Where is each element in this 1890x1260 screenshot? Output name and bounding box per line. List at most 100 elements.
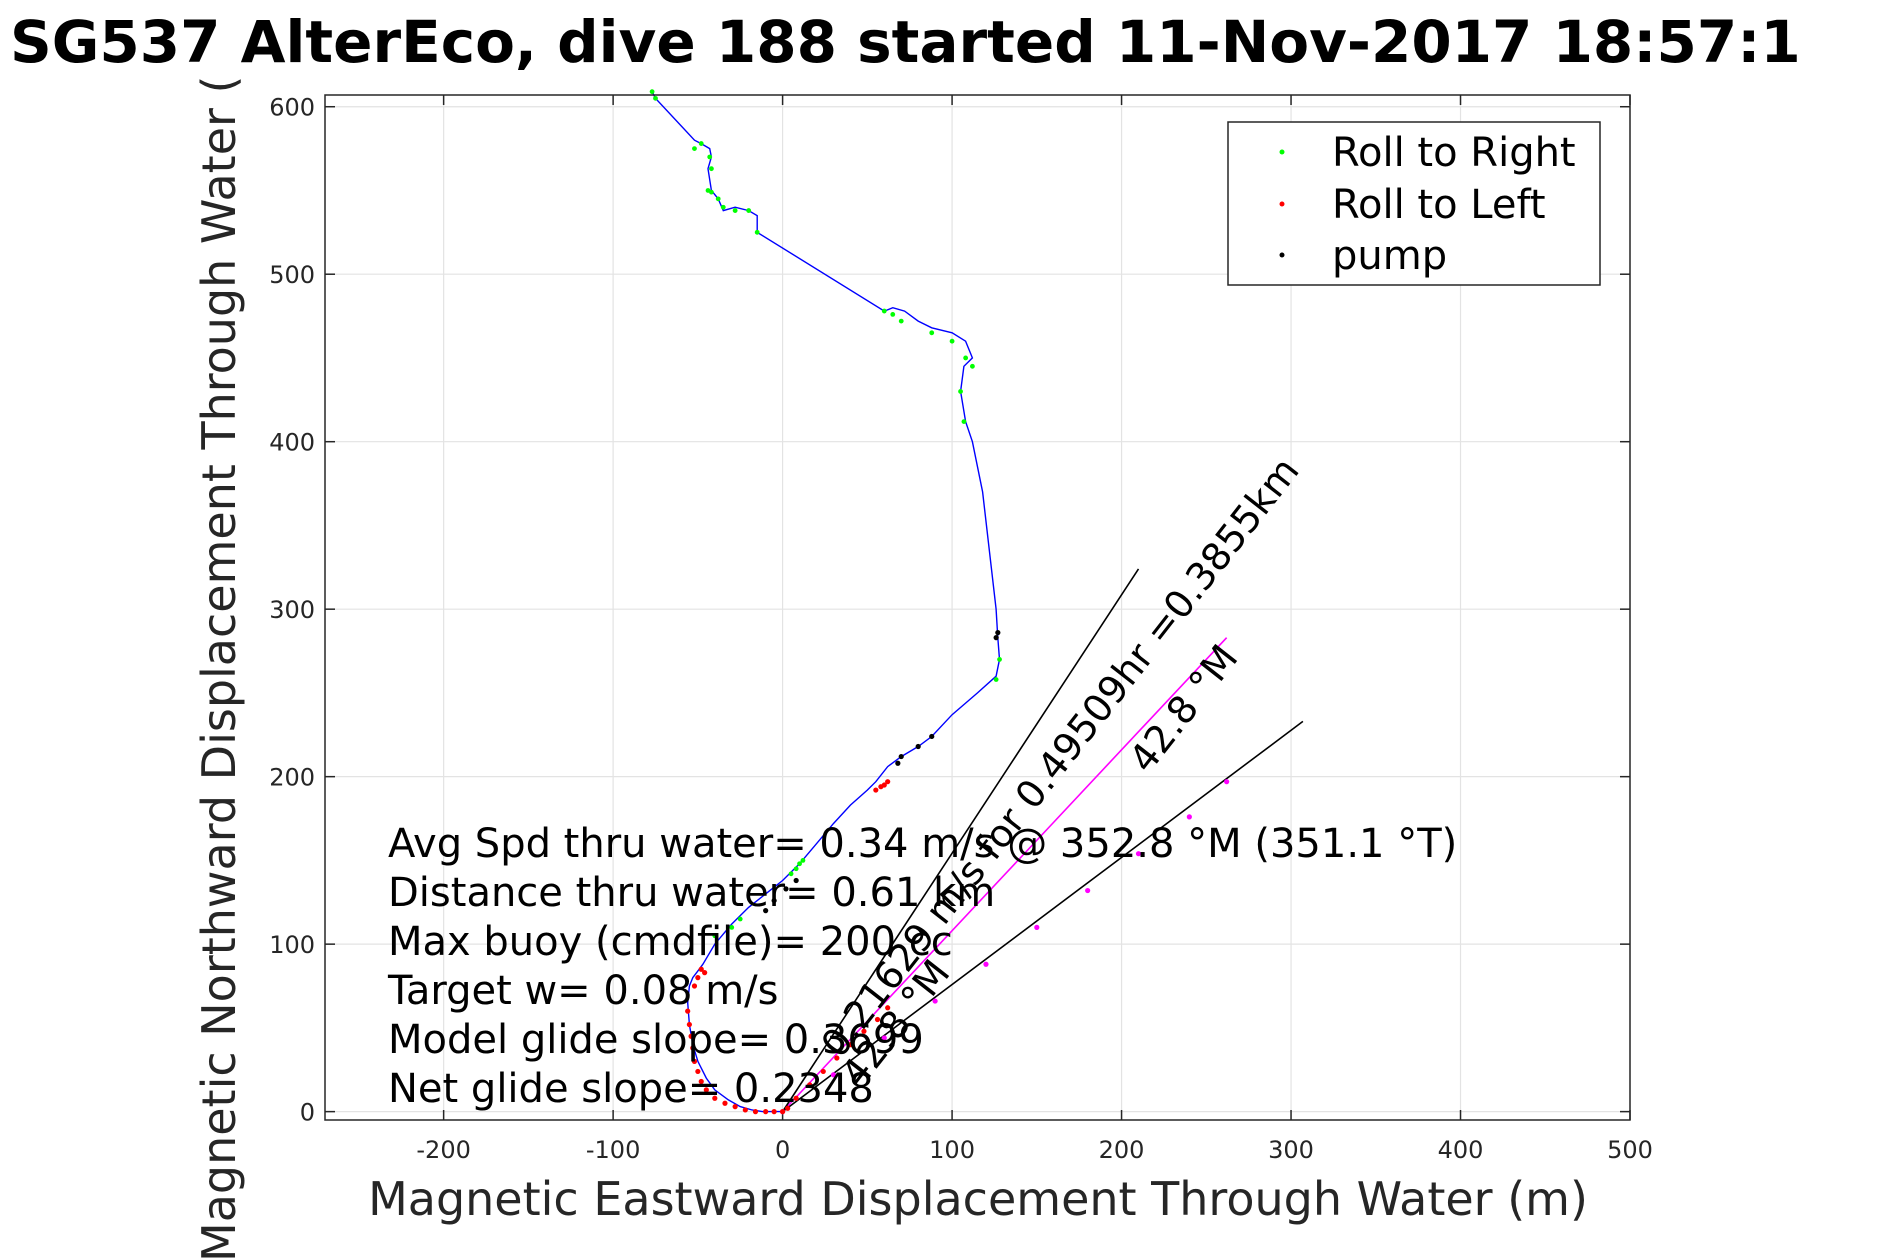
chart-title: SG537 AlterEco, dive 188 started 11-Nov-… <box>10 8 1801 76</box>
roll-left-point <box>698 966 704 972</box>
y-tick-label: 100 <box>269 931 315 959</box>
roll-left-point <box>722 1100 728 1106</box>
legend-marker-roll-right <box>1279 149 1285 155</box>
roll-left-point <box>793 1095 799 1101</box>
roll-right-point <box>698 141 704 146</box>
roll-left-point <box>703 1087 709 1093</box>
x-tick-label: 400 <box>1438 1136 1484 1164</box>
x-tick-label: 0 <box>775 1136 790 1164</box>
y-axis-ticks: 0 100 200 300 400 500 600 <box>269 94 1630 1127</box>
roll-right-point <box>958 389 963 394</box>
roll-left-point <box>874 1016 881 1023</box>
annotation-net-glide-slope: Net glide slope= 0.2348 <box>388 1066 874 1112</box>
roll-right-point <box>997 657 1002 662</box>
segment-point <box>881 1035 887 1041</box>
roll-right-point <box>709 189 714 195</box>
annotation-distance: Distance thru water= 0.61 km <box>388 870 995 916</box>
roll-right-point <box>732 208 738 213</box>
roll-right-point <box>949 338 955 344</box>
roll-left-point <box>686 1021 692 1028</box>
roll-left-point <box>691 983 698 989</box>
pump-point <box>895 760 901 766</box>
segment-point <box>1224 779 1230 785</box>
roll-right-point <box>709 166 714 172</box>
segment-point <box>830 1072 837 1078</box>
roll-right-point <box>746 208 752 213</box>
pump-point <box>915 743 921 750</box>
pump-point <box>929 733 935 740</box>
roll-left-point <box>752 1109 759 1115</box>
x-tick-label: 500 <box>1607 1136 1653 1164</box>
y-tick-label: 0 <box>300 1099 315 1127</box>
y-tick-label: 200 <box>269 764 315 792</box>
roll-right-point <box>793 866 799 872</box>
roll-left-point <box>885 1005 891 1011</box>
x-tick-label: -100 <box>586 1136 640 1164</box>
roll-left-point <box>873 787 879 793</box>
roll-left-point <box>785 1105 791 1111</box>
roll-right-point <box>649 89 655 95</box>
roll-right-point <box>890 312 896 317</box>
roll-left-point <box>820 1068 826 1075</box>
reference-line-0 <box>782 637 1228 1113</box>
x-tick-label: -200 <box>416 1136 470 1164</box>
segment-point <box>1085 887 1091 894</box>
reference-line-2 <box>782 720 1304 1113</box>
segment-point <box>1034 924 1040 930</box>
annotation-model-glide-slope: Model glide slope= 0.3699 <box>388 1017 924 1063</box>
track-line <box>651 91 1001 1113</box>
roll-left-point <box>885 779 891 785</box>
roll-left-point <box>834 1055 840 1061</box>
segment-point <box>983 961 989 967</box>
roll-left-point <box>732 1104 738 1110</box>
roll-right-point <box>929 330 935 336</box>
roll-right-point <box>788 871 794 877</box>
segment-point <box>1135 851 1142 857</box>
roll-left-point <box>712 1095 718 1101</box>
annotation-max-buoy: Max buoy (cmdfile)= 200 cc <box>388 919 953 965</box>
roll-left-point <box>847 1042 853 1048</box>
legend: Roll to Right Roll to Left pump <box>1227 121 1601 286</box>
y-axis-label: Magnetic Northward Displacement Through … <box>192 76 246 1260</box>
roll-left-point <box>702 970 708 976</box>
pump-point <box>771 897 777 904</box>
roll-left-point <box>881 782 887 788</box>
segment-point <box>932 998 938 1004</box>
roll-right-point <box>800 858 806 863</box>
segment-point <box>1186 814 1192 820</box>
pump-point <box>898 753 904 760</box>
roll-left-point <box>861 1028 867 1034</box>
roll-left-point <box>685 1008 691 1014</box>
legend-box <box>1227 121 1601 286</box>
pump-point <box>793 877 799 884</box>
roll-left-point <box>771 1109 777 1115</box>
roll-left-point <box>742 1107 748 1113</box>
roll-right-point <box>692 146 697 151</box>
roll-right-point <box>653 95 658 101</box>
roll-left-point <box>763 1109 769 1115</box>
x-axis-ticks: -200 -100 0 100 200 300 400 500 <box>416 95 1653 1164</box>
roll-left-point <box>691 1058 698 1064</box>
annotation-avg-speed: Avg Spd thru water= 0.34 m/s @ 352.8 °M … <box>388 821 1457 867</box>
roll-right-point <box>729 924 735 930</box>
roll-right-point <box>712 933 718 939</box>
annotation-block: Avg Spd thru water= 0.34 m/s @ 352.8 °M … <box>387 821 1457 1112</box>
legend-label-roll-right: Roll to Right <box>1332 130 1576 176</box>
pump-point <box>783 886 789 892</box>
roll-left-point <box>695 975 701 981</box>
roll-left-point <box>779 1109 786 1115</box>
roll-right-point <box>754 229 760 235</box>
roll-right-point <box>720 204 726 210</box>
x-tick-label: 100 <box>929 1136 975 1164</box>
legend-label-roll-left: Roll to Left <box>1332 182 1546 228</box>
x-tick-label: 200 <box>1099 1136 1145 1164</box>
reference-line-1 <box>781 568 1140 1113</box>
x-tick-label: 300 <box>1268 1136 1314 1164</box>
roll-right-point <box>993 677 999 682</box>
y-tick-label: 400 <box>269 429 315 457</box>
pump-point <box>993 635 999 641</box>
y-tick-label: 500 <box>269 261 315 289</box>
roll-right-point <box>707 154 713 160</box>
legend-marker-pump <box>1279 252 1285 258</box>
